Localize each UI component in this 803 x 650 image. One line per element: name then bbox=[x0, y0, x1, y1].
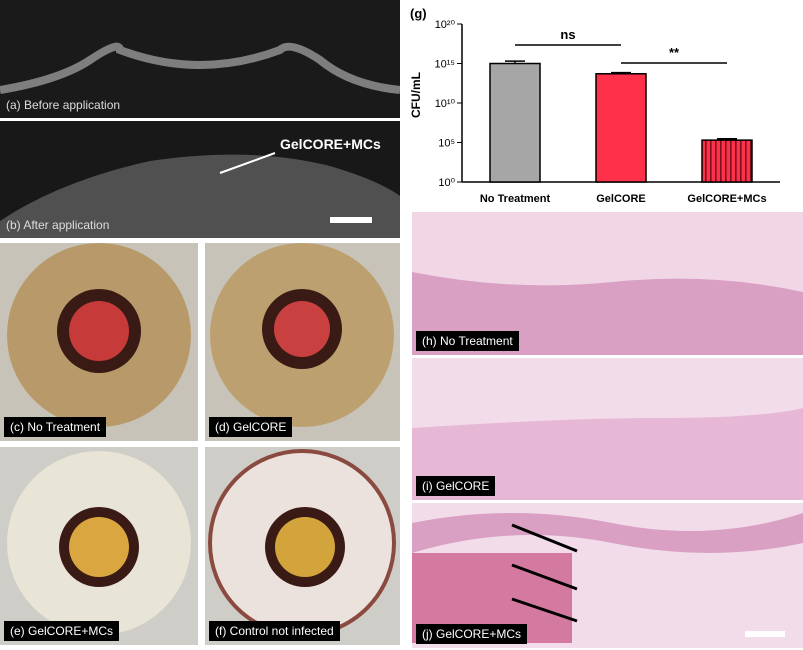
significance-label: ** bbox=[669, 45, 680, 60]
y-tick-label: 10¹⁵ bbox=[435, 59, 455, 71]
panel-label: (a) Before application bbox=[6, 98, 121, 112]
chart-title: (g) bbox=[410, 6, 427, 21]
panel-f: (f) Control not infected bbox=[205, 447, 400, 645]
panel-label: (d) GelCORE bbox=[209, 417, 293, 437]
y-tick-label: 10⁵ bbox=[438, 138, 455, 150]
panel-label: (h) No Treatment bbox=[416, 331, 519, 351]
histology-image bbox=[412, 513, 803, 643]
histology-image bbox=[412, 408, 803, 500]
arrow-label: GelCORE+MCs bbox=[280, 136, 381, 152]
significance-label: ns bbox=[560, 27, 575, 42]
oct-image bbox=[0, 42, 400, 94]
bar bbox=[701, 139, 753, 183]
x-tick-label: GelCORE bbox=[596, 193, 646, 205]
dish-image bbox=[7, 243, 191, 427]
bar bbox=[595, 73, 647, 183]
panel-i: (i) GelCORE bbox=[412, 358, 803, 500]
panel-d: (d) GelCORE bbox=[205, 243, 400, 441]
panel-a: (a) Before application bbox=[0, 0, 400, 118]
y-tick-label: 10²⁰ bbox=[435, 19, 456, 31]
bar bbox=[489, 62, 541, 183]
x-tick-label: No Treatment bbox=[480, 193, 551, 205]
dish-image bbox=[7, 451, 191, 635]
x-tick-label: GelCORE+MCs bbox=[687, 193, 766, 205]
panel-j: (j) GelCORE+MCs bbox=[412, 503, 803, 648]
dish-image bbox=[210, 243, 394, 427]
panel-label: (b) After application bbox=[6, 218, 110, 232]
y-tick-label: 10¹⁰ bbox=[435, 98, 456, 110]
panel-label: (j) GelCORE+MCs bbox=[416, 624, 528, 644]
panel-h: (h) No Treatment bbox=[412, 212, 803, 355]
panel-label: (c) No Treatment bbox=[4, 417, 107, 437]
panel-b: GelCORE+MCs (b) After application bbox=[0, 121, 400, 238]
chart: (g) CFU/mL 10⁰ 10⁵ 10¹⁰ 10¹⁵ 10²⁰ No Treatmen… bbox=[409, 6, 780, 205]
panel-e: (e) GelCORE+MCs bbox=[0, 447, 198, 645]
dish-image bbox=[208, 449, 396, 637]
panel-c: (c) No Treatment bbox=[0, 243, 198, 441]
y-axis-label: CFU/mL bbox=[409, 72, 423, 118]
panel-label: (i) GelCORE bbox=[416, 476, 496, 496]
y-tick-label: 10⁰ bbox=[438, 177, 455, 189]
oct-image: GelCORE+MCs bbox=[0, 136, 400, 238]
panel-label: (f) Control not infected bbox=[209, 621, 340, 641]
panel-label: (e) GelCORE+MCs bbox=[4, 621, 120, 641]
